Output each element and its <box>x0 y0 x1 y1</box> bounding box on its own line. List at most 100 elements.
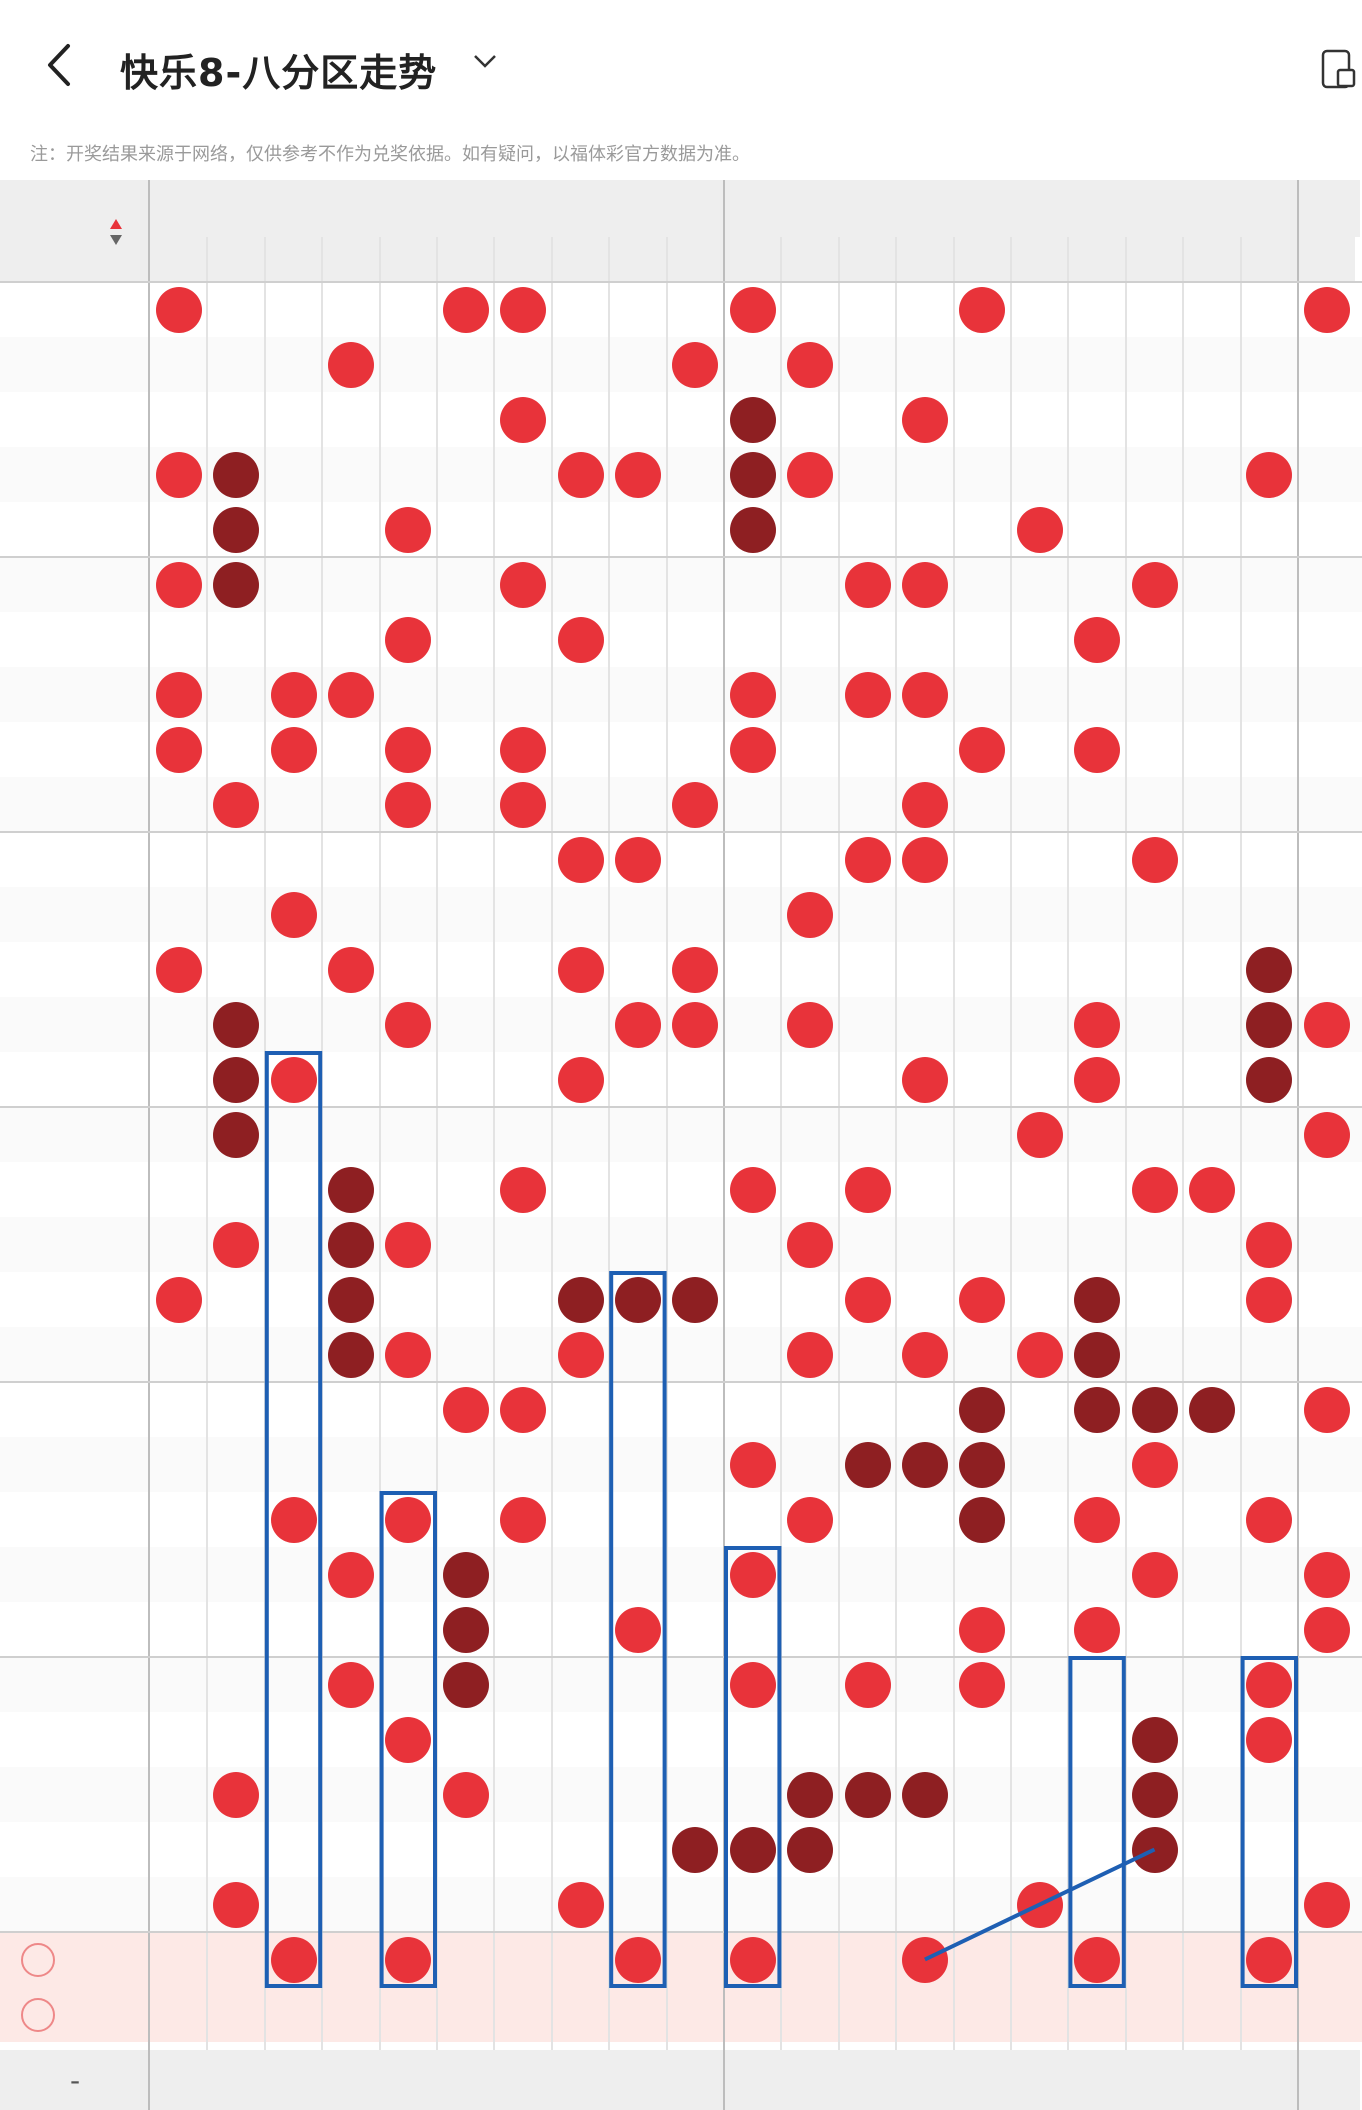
miss-count <box>380 392 437 447</box>
table-row <box>0 392 1362 447</box>
pick-label[interactable] <box>62 1932 142 1987</box>
select-radio[interactable] <box>20 1942 56 1978</box>
miss-count <box>954 667 1011 722</box>
pick-label[interactable] <box>62 1987 142 2042</box>
pick-number[interactable] <box>437 1987 494 2042</box>
pick-number[interactable] <box>1298 1932 1355 1987</box>
miss-count <box>1241 667 1298 722</box>
miss-count <box>781 612 838 667</box>
miss-count <box>1183 1822 1240 1877</box>
issue-number <box>0 1657 150 1712</box>
miss-count <box>724 1492 781 1547</box>
issue-header-cell[interactable] <box>0 180 150 282</box>
pick-number[interactable] <box>1011 1987 1068 2042</box>
miss-count <box>724 1767 781 1822</box>
drawn-number-ball <box>1303 1001 1350 1048</box>
sort-icon[interactable] <box>108 214 124 250</box>
miss-count <box>1241 1602 1298 1657</box>
grid-divider <box>436 237 438 2050</box>
select-radio[interactable] <box>20 1997 56 2033</box>
column-header <box>551 237 610 282</box>
pick-number[interactable] <box>954 1932 1011 1987</box>
miss-count <box>839 1877 896 1932</box>
pick-number[interactable] <box>1126 1932 1183 1987</box>
selected-number-ball[interactable] <box>901 1936 948 1983</box>
pick-number[interactable] <box>781 1987 838 2042</box>
drawn-number-ball <box>1131 836 1178 883</box>
pick-number[interactable] <box>724 1987 781 2042</box>
miss-count <box>781 832 838 887</box>
pick-number[interactable] <box>896 1987 953 2042</box>
miss-count <box>265 1327 322 1382</box>
selected-number-ball[interactable] <box>729 1936 776 1983</box>
pick-number[interactable] <box>1183 1932 1240 1987</box>
drawn-number-ball <box>557 1331 604 1378</box>
drawn-number-ball <box>672 781 719 828</box>
drawn-number-ball <box>901 1771 948 1818</box>
pick-number[interactable] <box>667 1932 724 1987</box>
miss-count <box>265 1547 322 1602</box>
pick-number[interactable] <box>1183 1987 1240 2042</box>
back-icon[interactable] <box>40 40 80 90</box>
miss-count <box>1183 1657 1240 1712</box>
selected-number-ball[interactable] <box>1074 1936 1121 1983</box>
miss-count <box>609 1767 666 1822</box>
pick-number[interactable] <box>437 1932 494 1987</box>
selected-number-ball[interactable] <box>385 1936 432 1983</box>
pick-number[interactable] <box>839 1932 896 1987</box>
pick-number[interactable] <box>265 1987 322 2042</box>
pick-number[interactable] <box>839 1987 896 2042</box>
pick-number[interactable] <box>1241 1987 1298 2042</box>
pick-number[interactable] <box>322 1932 379 1987</box>
miss-count <box>1011 887 1068 942</box>
miss-count <box>896 997 953 1052</box>
miss-count <box>1011 557 1068 612</box>
pick-number[interactable] <box>667 1987 724 2042</box>
miss-count <box>1183 392 1240 447</box>
pick-number[interactable] <box>552 1932 609 1987</box>
miss-count <box>265 997 322 1052</box>
drawn-number-ball <box>729 506 776 553</box>
miss-count <box>1183 557 1240 612</box>
miss-count <box>1298 722 1355 777</box>
pick-number[interactable] <box>494 1932 551 1987</box>
miss-count <box>724 1877 781 1932</box>
issue-header[interactable] <box>30 210 120 255</box>
pick-number[interactable] <box>1126 1987 1183 2042</box>
pick-number[interactable] <box>150 1932 207 1987</box>
pick-number[interactable] <box>954 1987 1011 2042</box>
pick-number[interactable] <box>781 1932 838 1987</box>
miss-count <box>1183 282 1240 337</box>
miss-count <box>609 667 666 722</box>
pick-number[interactable] <box>322 1987 379 2042</box>
miss-count <box>437 1107 494 1162</box>
phone-icon[interactable] <box>1320 48 1358 92</box>
drawn-number-ball <box>500 396 547 443</box>
pick-number[interactable] <box>494 1987 551 2042</box>
pick-number[interactable] <box>1298 1987 1355 2042</box>
miss-count <box>207 887 264 942</box>
drawn-number-ball <box>1074 1001 1121 1048</box>
selected-number-ball[interactable] <box>270 1936 317 1983</box>
pick-number[interactable] <box>609 1987 666 2042</box>
pick-number[interactable] <box>150 1987 207 2042</box>
pick-number[interactable] <box>207 1987 264 2042</box>
pick-number[interactable] <box>552 1987 609 2042</box>
pick-number[interactable] <box>1011 1932 1068 1987</box>
miss-count <box>207 1547 264 1602</box>
chevron-down-icon[interactable] <box>472 52 498 72</box>
miss-count <box>265 832 322 887</box>
miss-count <box>1011 1437 1068 1492</box>
miss-count <box>667 1162 724 1217</box>
pick-number[interactable] <box>1068 1987 1125 2042</box>
miss-count <box>437 392 494 447</box>
page-title[interactable]: 快乐8-八分区走势 <box>120 51 438 95</box>
miss-count <box>1068 942 1125 997</box>
miss-count <box>437 502 494 557</box>
miss-count <box>437 832 494 887</box>
miss-count <box>494 1437 551 1492</box>
selected-number-ball[interactable] <box>1246 1936 1293 1983</box>
selected-number-ball[interactable] <box>614 1936 661 1983</box>
pick-number[interactable] <box>207 1932 264 1987</box>
pick-number[interactable] <box>380 1987 437 2042</box>
